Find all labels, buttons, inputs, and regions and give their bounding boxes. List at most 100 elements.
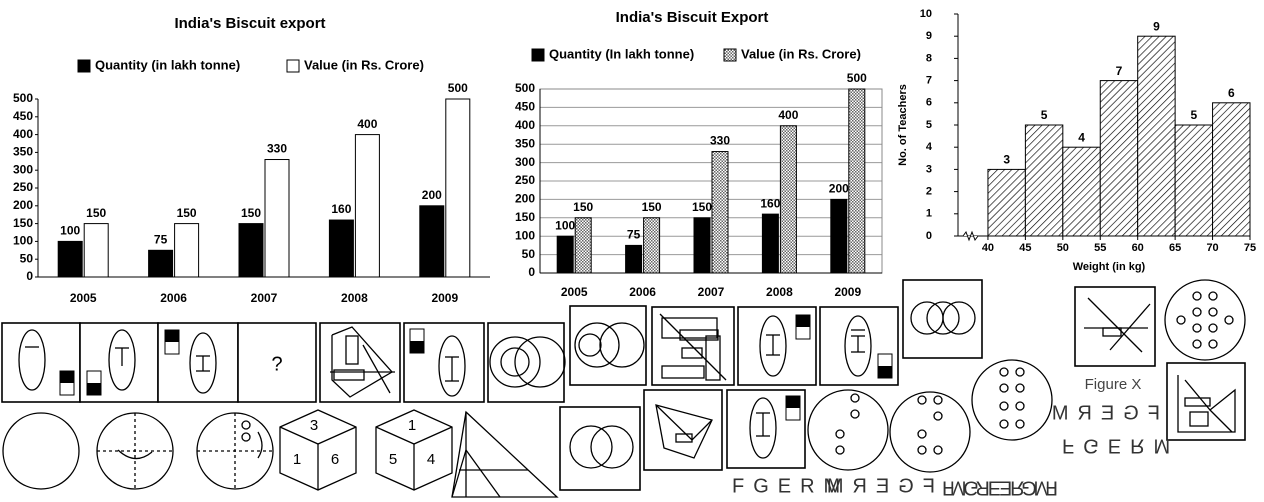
histogram-bar [1174,124,1214,237]
data-label: 5 [1041,108,1048,122]
figure-circle [1208,291,1218,301]
bar [761,213,779,274]
word-option: FGERM [818,475,935,497]
y-tick-label: 10 [920,8,932,20]
figure-rect [661,365,705,379]
charts: India's Biscuit export050100150200250300… [13,8,1256,305]
question-mark: ? [271,353,282,375]
figure-polyline [1177,375,1236,433]
figure-rect [87,383,101,395]
figure-circle [1208,323,1218,333]
water-word: FGERM [1062,435,1179,457]
figure-circle [1015,383,1025,393]
bar [174,223,200,278]
figure-ellipse [108,329,136,391]
y-tick-label: 400 [515,118,535,132]
bar [445,98,471,278]
y-tick-label: 8 [926,52,932,64]
histogram-bar [1062,146,1101,237]
bar [779,125,797,274]
figure-path [257,431,263,459]
data-label: 330 [267,142,287,156]
figure-circle [999,419,1009,429]
x-tick-label: 2005 [70,291,97,305]
figure-polygon [451,410,559,498]
figure-circle [578,333,602,357]
data-label: 400 [357,117,377,131]
histogram-bar [987,168,1026,237]
figure-rect [410,341,424,353]
figure-circle [1192,323,1202,333]
word-option: FGERM [941,477,1058,499]
x-tick-label: 65 [1169,242,1181,254]
figure-rect [333,369,365,381]
figure-circle [999,383,1009,393]
figure-circle [933,445,943,455]
data-label: 150 [241,206,261,220]
figure-circle [1176,315,1186,325]
y-tick-label: 200 [515,192,535,206]
legend-swatch [531,48,545,62]
figure-circle [569,425,613,469]
y-tick-label: 4 [926,141,933,153]
x-tick-label: 40 [982,242,994,254]
figure-circle [489,336,541,388]
figure-ellipse [438,335,466,397]
x-axis-label: Weight (in kg) [1073,261,1146,273]
figure-x-label: Figure X [1085,376,1142,393]
figure-rect [1184,397,1211,407]
figure-rect [796,315,810,327]
data-label: 200 [422,188,442,202]
figure-rect [1074,286,1156,367]
mirror-word: FGERM [1043,402,1160,424]
data-label: 9 [1153,19,1160,33]
figure-circle [850,393,860,403]
x-tick-label: 2008 [341,291,368,305]
data-label: 3 [1003,153,1010,167]
figure-circle [942,301,976,335]
figure-circle [1224,315,1234,325]
bar [419,205,445,278]
data-label: 7 [1116,64,1123,78]
y-tick-label: 500 [515,81,535,95]
x-tick-label: 55 [1094,242,1106,254]
cube-face: 4 [427,451,435,468]
y-tick-label: 5 [926,119,932,131]
figure-rect [643,389,723,471]
legend-label: Value (in Rs. Crore) [304,57,424,72]
figure-ellipse [189,332,217,394]
figure-circle [1208,339,1218,349]
y-tick-label: 50 [522,247,536,261]
cube-face: 3 [310,417,318,434]
figure-circle [500,347,530,377]
y-tick-label: 250 [515,173,535,187]
cube-face: 6 [331,451,339,468]
figure-circle [926,301,960,335]
figure-circle [514,336,566,388]
figure-line [659,313,727,381]
cube-face: 1 [293,451,301,468]
cube-face: 5 [389,451,397,468]
bar [148,249,174,278]
y-tick-label: 7 [926,75,932,87]
figure-circle [835,429,845,439]
data-label: 150 [86,206,106,220]
figure-rect [345,335,359,365]
figure-line [465,449,501,498]
data-label: 160 [760,196,780,210]
y-tick-label: 300 [515,155,535,169]
chart-title: India's Biscuit Export [616,9,769,26]
figure-circle [933,411,943,421]
data-label: 150 [573,200,593,214]
figure-circle [241,432,251,442]
figure-circle [1015,419,1025,429]
bar [238,223,264,278]
bar [328,219,354,278]
figure-circle [933,395,943,405]
data-label: 500 [847,71,867,85]
figure-circle [1192,307,1202,317]
bar [83,223,109,278]
figure-polygon [279,409,357,491]
